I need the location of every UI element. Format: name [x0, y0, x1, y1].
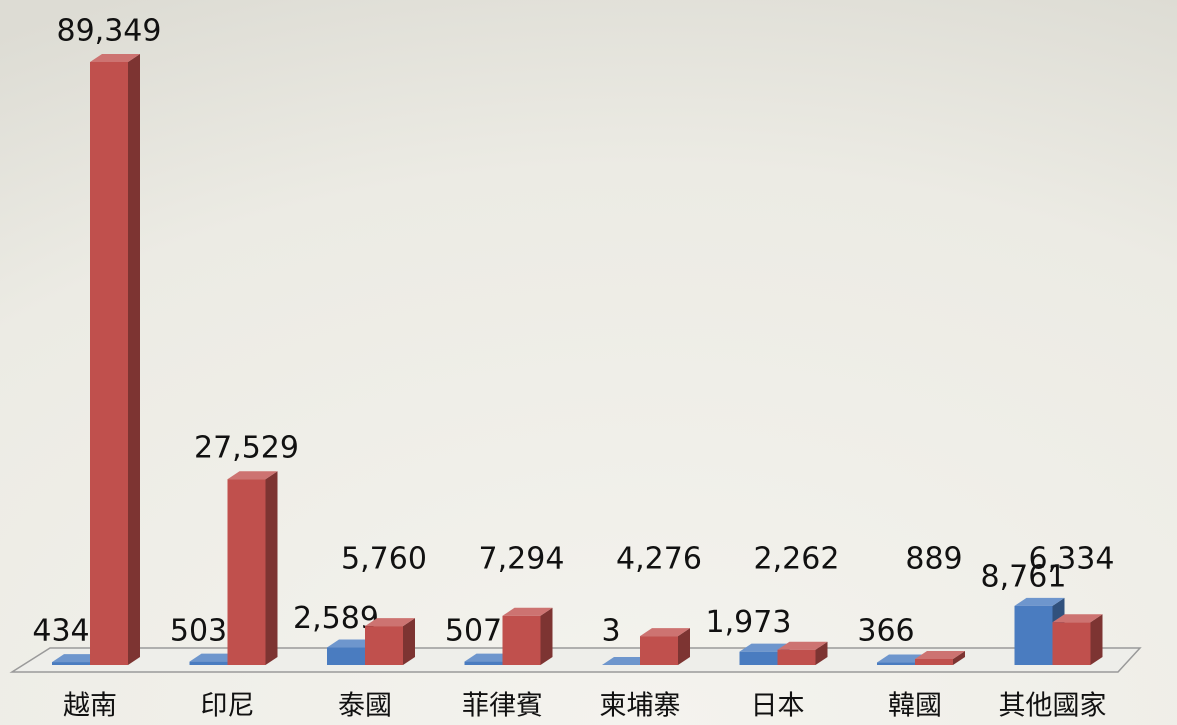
x-tick-label: 柬埔寨: [600, 691, 681, 722]
data-label: 3: [601, 614, 620, 649]
bar: [640, 636, 678, 665]
data-label: 5,760: [341, 542, 427, 577]
bar-side: [403, 618, 415, 665]
bar: [503, 616, 541, 665]
x-tick-label: 印尼: [201, 691, 255, 722]
x-tick-label: 泰國: [338, 691, 392, 722]
floor: [12, 648, 1140, 672]
chart: 43489,349越南50327,529印尼2,5895,760泰國5077,2…: [0, 0, 1177, 725]
bar-side: [266, 471, 278, 665]
x-tick-label: 其他國家: [999, 691, 1107, 722]
x-tick-label: 菲律賓: [462, 691, 543, 722]
data-label: 503: [170, 614, 227, 649]
x-tick-label: 韓國: [888, 691, 942, 722]
bar: [365, 626, 403, 665]
data-label: 507: [445, 614, 502, 649]
x-tick-label: 日本: [751, 691, 805, 722]
bar: [90, 62, 128, 665]
bar: [877, 663, 915, 665]
data-label: 434: [32, 614, 89, 649]
bar-side: [1091, 614, 1103, 665]
bar: [228, 479, 266, 665]
x-tick-label: 越南: [63, 691, 117, 722]
data-label: 27,529: [194, 431, 299, 466]
data-label: 889: [905, 542, 962, 577]
data-label: 1,973: [706, 605, 792, 640]
bar: [190, 662, 228, 665]
bar-side: [128, 54, 140, 665]
data-label: 89,349: [57, 14, 162, 49]
data-label: 4,276: [616, 542, 702, 577]
data-label: 7,294: [479, 542, 565, 577]
data-label: 2,262: [754, 542, 840, 577]
data-label: 366: [857, 614, 914, 649]
bar: [1015, 606, 1053, 665]
bar-side: [541, 608, 553, 665]
bar: [778, 650, 816, 665]
bar: [465, 662, 503, 665]
bar: [740, 652, 778, 665]
bar: [915, 659, 953, 665]
data-label: 6,334: [1029, 542, 1115, 577]
bar: [52, 662, 90, 665]
bar: [327, 648, 365, 665]
bar: [1053, 622, 1091, 665]
